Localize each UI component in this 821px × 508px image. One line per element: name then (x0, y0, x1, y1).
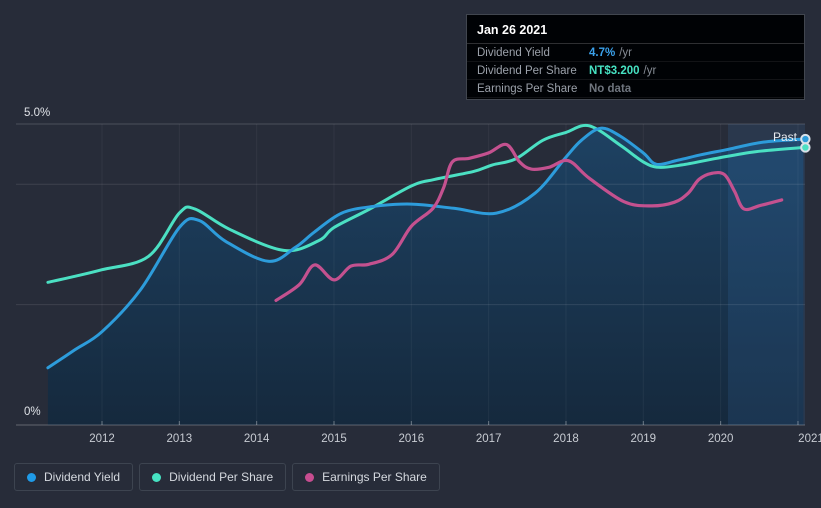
legend-label: Dividend Per Share (169, 470, 274, 484)
tooltip-label: Dividend Yield (477, 46, 550, 59)
dividend-per-share-dot-icon (152, 472, 162, 482)
tooltip-row-dividend-yield: Dividend Yield 4.7% /yr (467, 44, 804, 62)
dividend-per-share-line (46, 123, 805, 284)
tooltip-label: Dividend Per Share (477, 64, 577, 77)
legend-item-dividend-per-share[interactable]: Dividend Per Share (139, 463, 287, 491)
earnings-per-share-value: No data (589, 82, 632, 95)
dividend-per-share-end-marker[interactable] (800, 142, 811, 153)
dividend-yield-area (47, 128, 804, 425)
tooltip-label: Earnings Per Share (477, 82, 578, 95)
dividend-yield-line (46, 126, 805, 370)
x-axis-year-label: 2021 (798, 433, 821, 445)
x-axis-year-label: 2014 (244, 433, 270, 445)
y-axis-zero-label: 0% (24, 406, 41, 418)
dividend-per-share-value: NT$3.200 (589, 64, 640, 77)
chart-tooltip: Jan 26 2021 Dividend Yield 4.7% /yr Divi… (466, 14, 805, 100)
past-highlight-band (728, 124, 805, 425)
tooltip-date: Jan 26 2021 (467, 15, 804, 44)
earnings-per-share-dot-icon (305, 472, 315, 482)
dividend-yield-end-marker[interactable] (800, 133, 811, 145)
legend-item-dividend-yield[interactable]: Dividend Yield (14, 463, 134, 491)
chart-legend: Dividend Yield Dividend Per Share Earnin… (14, 463, 440, 491)
tooltip-row-earnings-per-share: Earnings Per Share No data (467, 80, 804, 98)
x-axis-year-label: 2017 (476, 433, 502, 445)
x-axis-year-label: 2013 (167, 433, 193, 445)
x-axis-year-label: 2018 (553, 433, 579, 445)
x-axis-year-label: 2015 (321, 433, 347, 445)
x-axis-year-label: 2016 (399, 433, 425, 445)
x-axis-year-label: 2020 (708, 433, 734, 445)
x-axis-year-label: 2019 (631, 433, 657, 445)
tooltip-row-dividend-per-share: Dividend Per Share NT$3.200 /yr (467, 62, 804, 80)
legend-label: Dividend Yield (44, 470, 121, 484)
legend-item-earnings-per-share[interactable]: Earnings Per Share (292, 463, 440, 491)
dividend-yield-dot-icon (27, 472, 36, 482)
past-label: Past (773, 130, 798, 144)
x-axis-year-label: 2012 (89, 433, 115, 445)
dividend-yield-value: 4.7% (589, 46, 616, 59)
earnings-per-share-line (274, 142, 784, 302)
tooltip-unit: /yr (643, 64, 657, 77)
legend-label: Earnings Per Share (322, 470, 427, 484)
tooltip-unit: /yr (619, 46, 632, 59)
y-axis-max-label: 5.0% (24, 107, 50, 119)
